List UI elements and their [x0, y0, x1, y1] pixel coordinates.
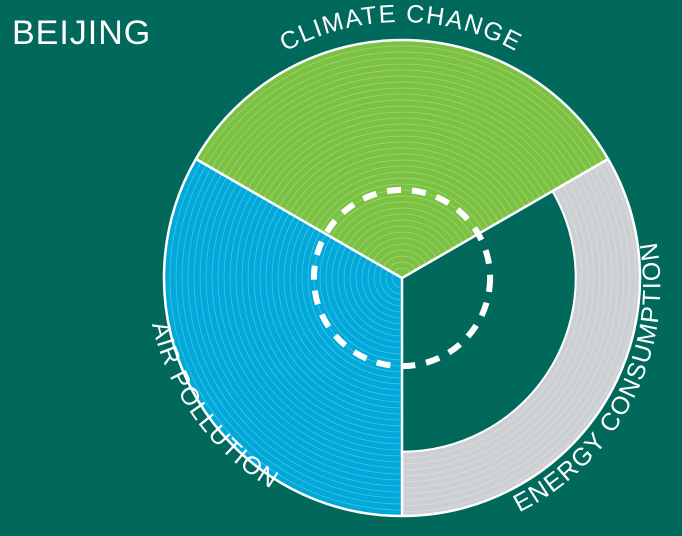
ring-line-air-pollution: [385, 269, 403, 295]
ring-line-climate-change: [304, 165, 500, 223]
outer-edge-air-pollution: [162, 158, 403, 518]
ring-line-air-pollution: [349, 251, 403, 331]
ring-line-air-pollution: [211, 182, 403, 469]
ring-line-air-pollution: [343, 248, 403, 337]
ring-line-air-pollution: [289, 221, 403, 391]
track-energy-consumption: [402, 159, 640, 516]
ring-line-energy-consumption: [401, 160, 637, 513]
ring-line-air-pollution: [361, 257, 403, 319]
ring-line-energy-consumption: [401, 178, 601, 477]
ring-line-air-pollution: [265, 209, 403, 415]
ring-line-climate-change: [351, 219, 453, 250]
ring-line-air-pollution: [301, 227, 403, 379]
ring-line-energy-consumption: [401, 163, 631, 507]
segment-air-pollution: [164, 159, 402, 516]
ring-line-climate-change: [392, 267, 412, 274]
ring-line-air-pollution: [193, 173, 403, 487]
ring-line-climate-change: [377, 249, 427, 265]
city-title: BEIJING: [12, 14, 152, 52]
ring-line-climate-change: [315, 177, 489, 229]
ring-line-climate-change: [294, 153, 510, 217]
ring-line-climate-change: [330, 195, 474, 238]
ring-line-climate-change: [320, 183, 484, 232]
ring-line-air-pollution: [331, 242, 403, 349]
ring-line-climate-change: [242, 93, 562, 187]
ring-line-climate-change: [356, 225, 448, 253]
ring-line-climate-change: [257, 111, 547, 196]
inner-edge-energy-consumption: [401, 190, 577, 453]
ring-line-air-pollution: [259, 206, 403, 421]
ring-line-energy-consumption: [401, 187, 583, 459]
ring-line-climate-change: [346, 213, 458, 247]
ring-line-air-pollution: [181, 167, 403, 499]
ring-line-climate-change: [299, 159, 505, 220]
ring-line-climate-change: [205, 51, 599, 166]
ring-line-energy-consumption: [401, 169, 619, 495]
ring-line-climate-change: [211, 57, 593, 169]
ring-line-air-pollution: [271, 212, 403, 409]
ring-line-climate-change: [247, 99, 557, 190]
ring-line-climate-change: [387, 261, 417, 271]
ring-line-air-pollution: [307, 230, 403, 373]
ring-line-air-pollution: [295, 224, 403, 385]
ring-line-air-pollution: [169, 161, 403, 511]
ring-line-air-pollution: [229, 191, 403, 451]
segment-climate-change: [195, 40, 609, 279]
segments-layer: [162, 38, 642, 518]
ring-line-air-pollution: [241, 197, 403, 439]
ring-line-air-pollution: [379, 266, 403, 301]
ring-line-climate-change: [273, 129, 531, 205]
ring-line-air-pollution: [199, 176, 403, 481]
ring-line-air-pollution: [355, 254, 403, 325]
ring-line-climate-change: [335, 201, 469, 241]
ring-line-climate-change: [372, 243, 432, 262]
ring-line-climate-change: [221, 69, 583, 175]
segment-energy-consumption: [402, 191, 576, 452]
reference-ring: [310, 186, 494, 370]
ring-line-climate-change: [283, 141, 521, 211]
ring-line-climate-change: [289, 147, 515, 214]
ring-line-climate-change: [361, 231, 443, 256]
ring-line-climate-change: [341, 207, 463, 244]
outer-edge-energy-consumption: [401, 158, 642, 518]
ring-line-climate-change: [231, 81, 573, 181]
ring-line-air-pollution: [217, 185, 403, 463]
ring-line-energy-consumption: [401, 181, 595, 471]
ring-line-air-pollution: [277, 215, 403, 403]
ring-line-air-pollution: [235, 194, 403, 445]
ring-line-climate-change: [237, 87, 567, 184]
ring-line-climate-change: [367, 237, 437, 259]
ring-line-energy-consumption: [401, 175, 607, 483]
ring-line-climate-change: [268, 123, 536, 202]
ring-line-energy-consumption: [401, 172, 613, 489]
ring-line-air-pollution: [391, 272, 403, 289]
ring-line-climate-change: [278, 135, 526, 208]
ring-line-air-pollution: [367, 260, 403, 313]
separator-line: [195, 157, 403, 280]
outer-edge-climate-change: [194, 38, 610, 160]
ring-line-climate-change: [226, 75, 578, 178]
ring-line-climate-change: [200, 45, 604, 163]
ring-line-air-pollution: [253, 203, 403, 427]
separator-line: [401, 157, 609, 280]
ring-line-air-pollution: [325, 239, 403, 355]
ring-line-air-pollution: [205, 179, 403, 475]
ring-line-air-pollution: [319, 236, 403, 361]
ring-line-air-pollution: [373, 263, 403, 307]
ring-line-air-pollution: [337, 245, 403, 343]
ring-line-climate-change: [382, 255, 422, 268]
ring-line-air-pollution: [247, 200, 403, 433]
ring-line-climate-change: [252, 105, 552, 193]
ring-line-climate-change: [216, 63, 588, 172]
ring-line-air-pollution: [187, 170, 403, 493]
ring-line-energy-consumption: [401, 166, 625, 501]
ring-line-air-pollution: [223, 188, 403, 457]
ring-line-climate-change: [263, 117, 541, 199]
ring-line-energy-consumption: [401, 184, 589, 465]
ring-line-air-pollution: [283, 218, 403, 397]
ring-line-air-pollution: [175, 164, 403, 505]
ring-line-climate-change: [309, 171, 495, 226]
